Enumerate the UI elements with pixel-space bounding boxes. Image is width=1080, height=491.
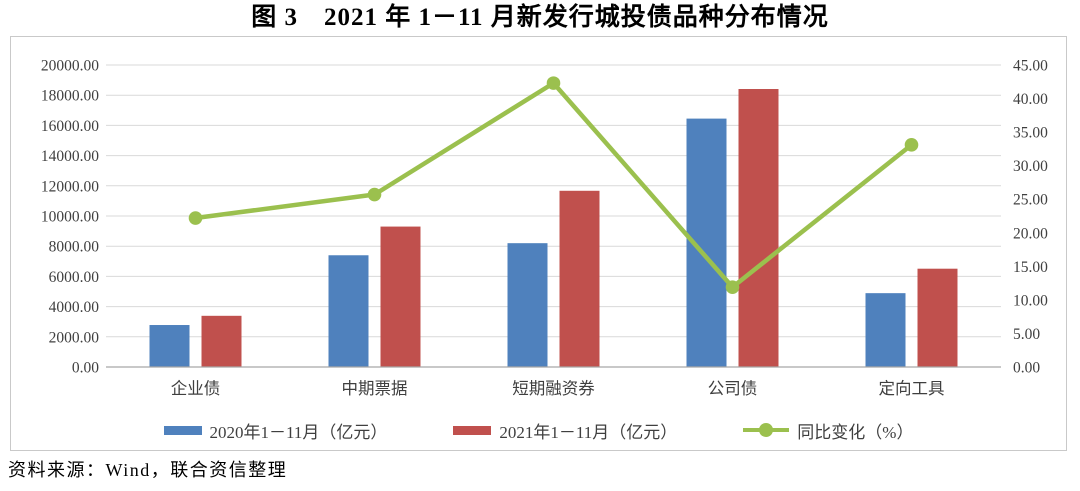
- bar-2020-定向工具: [865, 293, 906, 367]
- y-axis-left-tick-label: 0.00: [72, 360, 99, 377]
- x-axis-category-label: 企业债: [171, 379, 221, 398]
- bar-2021-公司债: [738, 89, 779, 367]
- legend-swatch-2021-bar: [453, 425, 492, 435]
- legend-swatch-yoy-line: [743, 423, 790, 437]
- y-axis-left-tick-label: 16000.00: [41, 118, 99, 135]
- bar-2021-定向工具: [917, 268, 958, 367]
- legend-item-bar-2021: 2021年1－11月（亿元）: [453, 418, 677, 443]
- bar-2020-中期票据: [328, 255, 369, 367]
- x-axis-category-label: 短期融资券: [512, 379, 595, 398]
- bar-2021-中期票据: [380, 226, 421, 367]
- chart-container: 0.00 2000.00 4000.00 6000.00 8000.00 10000.00…: [10, 36, 1067, 451]
- y-axis-right-tick-label: 25.00: [1013, 192, 1048, 209]
- y-axis-right-tick-label: 35.00: [1013, 125, 1048, 142]
- y-axis-left-tick-label: 10000.00: [41, 209, 99, 226]
- x-axis-category-label: 中期票据: [342, 379, 408, 398]
- y-axis-left-tick-label: 6000.00: [49, 269, 100, 286]
- source-note: 资料来源：Wind，联合资信整理: [8, 460, 288, 480]
- y-axis-right-tick-label: 45.00: [1013, 58, 1048, 75]
- y-axis-right-tick-label: 15.00: [1013, 259, 1048, 276]
- yoy-point-定向工具: [904, 138, 919, 152]
- bar-2020-短期融资券: [507, 243, 548, 367]
- yoy-line: [193, 80, 914, 290]
- yoy-point-企业债: [188, 211, 203, 225]
- y-axis-right-tick-label: 0.00: [1013, 360, 1040, 377]
- legend-label-yoy-line: 同比变化（%）: [797, 422, 914, 442]
- y-axis-right-tick-label: 5.00: [1013, 326, 1040, 343]
- x-axis-category-label: 定向工具: [879, 379, 945, 398]
- y-axis-left-tick-label: 20000.00: [41, 58, 99, 75]
- y-axis-left-tick-label: 14000.00: [41, 148, 99, 165]
- y-axis-left-tick-label: 12000.00: [41, 178, 99, 195]
- legend-label-2020-bar: 2020年1－11月（亿元）: [209, 422, 388, 442]
- x-axis-category-label: 公司债: [708, 379, 758, 398]
- yoy-point-中期票据: [367, 187, 382, 202]
- y-axis-right-tick-label: 20.00: [1013, 225, 1048, 242]
- bar-2021-短期融资券: [559, 190, 600, 367]
- y-axis-right-tick-label: 40.00: [1013, 91, 1048, 108]
- legend-dot-glyph: [759, 423, 774, 437]
- bar-2020-企业债: [149, 325, 190, 367]
- combo-chart: 0.00 2000.00 4000.00 6000.00 8000.00 10000.00…: [41, 58, 1048, 399]
- yoy-point-公司债: [725, 280, 740, 294]
- y-axis-left-tick-label: 18000.00: [41, 88, 99, 105]
- chart-title: 图 3 2021 年 1－11 月新发行城投债品种分布情况: [251, 4, 829, 31]
- y-axis-left-tick-label: 8000.00: [49, 239, 100, 256]
- bar-2021-企业债: [201, 315, 242, 367]
- chart-legend: 2020年1－11月（亿元） 2021年1－11月（亿元） 同比变化（%）: [11, 411, 1066, 449]
- legend-item-bar-2020: 2020年1－11月（亿元）: [163, 418, 388, 443]
- y-axis-left-tick-label: 2000.00: [49, 329, 100, 346]
- legend-label-2021-bar: 2021年1－11月（亿元）: [499, 422, 678, 442]
- y-axis-left-tick-label: 4000.00: [49, 299, 100, 316]
- y-axis-right-tick-label: 10.00: [1013, 292, 1048, 309]
- yoy-point-短期融资券: [546, 76, 561, 90]
- legend-swatch-2020-bar: [163, 425, 202, 435]
- y-axis-right-tick-label: 30.00: [1013, 158, 1048, 175]
- legend-item-line-yoy: 同比变化（%）: [743, 418, 913, 443]
